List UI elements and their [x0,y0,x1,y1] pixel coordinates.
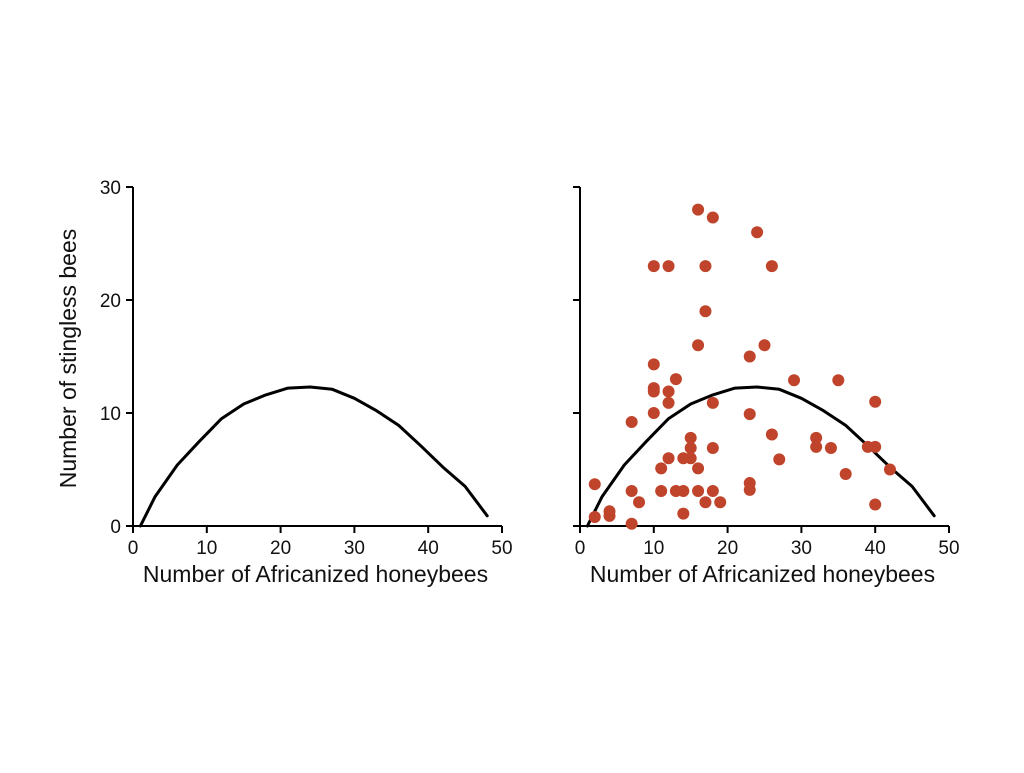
panel2-data-point [625,416,638,429]
panel2-data-point [625,517,638,530]
panel1-y-tick-label: 0 [110,517,121,538]
panel2-data-point [692,484,705,497]
panel1-y-axis-title: Number of stingless bees [55,229,81,489]
panel1-fit-curve [138,385,489,528]
panel1-y-tick-label: 10 [100,404,121,425]
panel2-data-point [655,462,668,475]
panel2-data-point [824,442,837,455]
panel2-data-point [647,260,660,273]
panel2-data-point [588,510,601,523]
panel2-x-tick-label: 50 [938,538,959,559]
panel2-x-tick-label: 40 [865,538,886,559]
panel2-data-point [662,260,675,273]
panel1-x-axis-title: Number of Africanized honeybees [143,561,488,587]
panel1-x-tick-label: 30 [344,538,365,559]
panel2-data-point [603,509,616,522]
panel2-data-point [669,373,682,386]
panel2-data-point [773,453,786,466]
panel1-x-tick-label: 20 [270,538,291,559]
panel2-data-point [662,452,675,465]
panel2-data-point [743,408,756,421]
panel2-data-point [662,385,675,398]
panel1-x-tick-label: 0 [128,538,139,559]
panel2-data-point [765,260,778,273]
panel2-data-point [692,203,705,216]
panel2-data-point [706,484,719,497]
panel2-data-point [810,440,823,453]
panel2-data-point [677,507,690,520]
panel2-data-point [706,396,719,409]
panel2-data-point [743,483,756,496]
panel2-data-point [758,339,771,352]
panel2-data-point [692,462,705,475]
panel2-data-point [788,374,801,387]
panel2-data-point [647,407,660,419]
panel2-x-tick-label: 20 [717,538,738,559]
panel1-y-tick-label: 20 [100,291,121,312]
panel1-y-tick-label: 30 [100,178,121,199]
panel2-data-point [832,374,845,387]
panel1-x-tick-label: 40 [418,538,439,559]
panel2-data-point [699,260,712,273]
panel2-data-point [684,431,697,444]
panel2-data-point [869,395,882,408]
panel2-data-point [677,484,690,497]
panel2-data-point [699,305,712,318]
panel2-data-point [692,339,705,352]
panel2-data-point [684,452,697,465]
panel2-x-tick-label: 0 [575,538,586,559]
panel1-x-tick-label: 50 [491,538,512,559]
panel2-x-axis-title: Number of Africanized honeybees [590,561,935,587]
panel2-data-point [625,484,638,497]
panel2-data-point [869,440,882,453]
panel2-data-point [883,463,896,476]
panel2-data-point [810,431,823,444]
panel2-data-point [662,396,675,409]
panel2-data-point [699,496,712,509]
panel2-data-point [706,442,719,455]
panel2-data-point [743,350,756,363]
panel2-data-point [839,468,852,481]
panel2-fit-curve [585,385,936,528]
panel2-data-point [633,496,646,509]
panel2-data-point [588,478,601,491]
panel2-x-tick-label: 30 [791,538,812,559]
panel2-data-point [684,442,697,455]
panel2-data-point [751,226,764,239]
panel1-x-tick-label: 10 [196,538,217,559]
panel2-data-point [714,496,727,509]
panel2-data-point [706,211,719,224]
panel2-data-point [765,428,778,441]
panel2-data-point [647,358,660,371]
panel2-x-tick-label: 10 [643,538,664,559]
panel2-data-point [647,385,660,398]
panel2-data-point [655,484,668,497]
panel2-data-point [869,498,882,511]
